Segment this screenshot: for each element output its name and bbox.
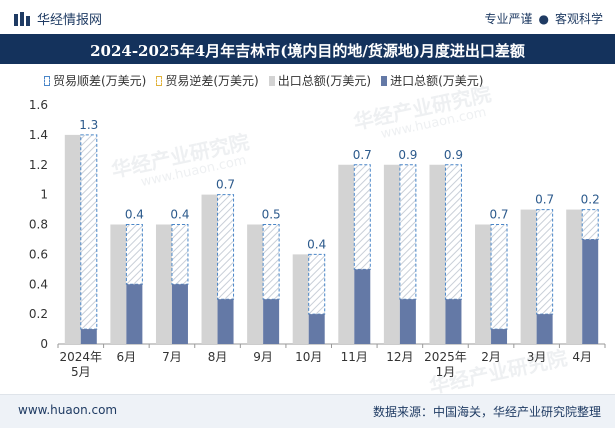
legend-swatch-import bbox=[381, 75, 388, 86]
surplus-data-label: 0.2 bbox=[581, 193, 600, 207]
surplus-data-label: 0.4 bbox=[307, 237, 326, 251]
import-bar bbox=[126, 284, 143, 344]
tag-right: 客观科学 bbox=[554, 12, 603, 26]
x-tick-label: 6月 bbox=[117, 350, 137, 364]
y-tick-label: 0.2 bbox=[29, 307, 48, 321]
export-bar bbox=[64, 134, 81, 344]
import-bar bbox=[171, 284, 188, 344]
legend-label-export: 出口总额(万美元) bbox=[277, 74, 372, 88]
x-tick-label: 2月 bbox=[481, 350, 501, 364]
tag-left: 专业严谨 bbox=[484, 12, 533, 26]
y-tick-label: 1.6 bbox=[29, 98, 48, 112]
export-bar bbox=[429, 164, 446, 344]
tag-separator: ● bbox=[538, 12, 549, 26]
export-bar bbox=[338, 164, 355, 344]
import-bar bbox=[217, 299, 234, 344]
export-bar bbox=[566, 209, 583, 344]
footer-website: www.huaon.com bbox=[18, 403, 118, 417]
surplus-bar bbox=[444, 164, 462, 300]
x-tick-label: 1月 bbox=[436, 365, 456, 379]
legend-item-export: 出口总额(万美元) bbox=[268, 72, 372, 89]
export-bar bbox=[520, 209, 537, 344]
surplus-bar bbox=[490, 224, 508, 330]
surplus-bar bbox=[536, 209, 554, 315]
chart-title: 2024-2025年4月年吉林市(境内目的地/货源地)月度进出口差额 bbox=[90, 42, 525, 60]
x-tick-label: 8月 bbox=[208, 350, 228, 364]
surplus-bar bbox=[125, 224, 143, 285]
x-tick-label: 11月 bbox=[341, 350, 368, 364]
header-tags: 专业严谨 ● 客观科学 bbox=[484, 10, 603, 27]
legend-swatch-export bbox=[268, 75, 275, 86]
legend-item-import: 进口总额(万美元) bbox=[381, 72, 484, 89]
brand: 华经情报网 bbox=[14, 9, 102, 28]
x-tick-label: 3月 bbox=[527, 350, 547, 364]
surplus-bar bbox=[308, 253, 326, 315]
surplus-bar bbox=[399, 164, 417, 300]
legend-swatch-surplus bbox=[44, 75, 50, 86]
brand-name: 华经情报网 bbox=[37, 13, 103, 28]
x-tick-label: 2025年 bbox=[424, 350, 467, 364]
surplus-data-label: 0.7 bbox=[353, 148, 372, 162]
legend-item-surplus: 贸易顺差(万美元) bbox=[44, 72, 146, 89]
surplus-data-label: 0.7 bbox=[535, 193, 554, 207]
export-bar bbox=[155, 224, 172, 344]
import-bar bbox=[536, 314, 553, 344]
surplus-data-label: 0.5 bbox=[262, 208, 281, 222]
footer-source: 数据来源：中国海关，华经产业研究院整理 bbox=[372, 405, 601, 419]
legend-item-deficit: 贸易逆差(万美元) bbox=[156, 72, 259, 89]
import-bar bbox=[445, 299, 462, 344]
x-tick-label: 4月 bbox=[572, 350, 592, 364]
x-tick-label: 9月 bbox=[253, 350, 273, 364]
surplus-bar bbox=[80, 134, 98, 330]
legend-label-import: 进口总额(万美元) bbox=[390, 74, 484, 88]
surplus-data-label: 1.3 bbox=[79, 118, 98, 132]
y-tick-label: 0.6 bbox=[29, 247, 48, 261]
export-bar bbox=[292, 254, 309, 344]
brand-logo-icon bbox=[14, 11, 30, 26]
legend-label-surplus: 贸易顺差(万美元) bbox=[53, 74, 147, 88]
export-bar bbox=[475, 224, 492, 344]
y-tick-label: 0.8 bbox=[29, 218, 48, 232]
y-tick-label: 1.4 bbox=[29, 128, 48, 142]
surplus-data-label: 0.9 bbox=[398, 148, 417, 162]
surplus-data-label: 0.4 bbox=[170, 208, 189, 222]
export-bar bbox=[201, 194, 218, 344]
y-tick-label: 1 bbox=[40, 188, 48, 202]
surplus-bar bbox=[581, 209, 599, 240]
x-tick-label: 12月 bbox=[386, 350, 413, 364]
title-bar: 2024-2025年4月年吉林市(境内目的地/货源地)月度进出口差额 bbox=[0, 34, 615, 64]
import-bar bbox=[399, 299, 416, 344]
x-tick-label: 2024年 bbox=[60, 350, 103, 364]
surplus-data-label: 0.9 bbox=[444, 148, 463, 162]
legend-label-deficit: 贸易逆差(万美元) bbox=[165, 74, 259, 88]
x-tick-label: 5月 bbox=[71, 365, 91, 379]
export-bar bbox=[110, 224, 127, 344]
export-bar bbox=[247, 224, 264, 344]
surplus-data-label: 0.7 bbox=[489, 208, 508, 222]
surplus-data-label: 0.4 bbox=[125, 208, 144, 222]
y-tick-label: 0.4 bbox=[29, 277, 48, 291]
x-tick-label: 10月 bbox=[295, 350, 322, 364]
export-bar bbox=[383, 164, 400, 344]
legend-swatch-deficit bbox=[156, 75, 163, 86]
surplus-bar bbox=[262, 224, 280, 300]
import-bar bbox=[491, 329, 508, 344]
import-bar bbox=[80, 329, 97, 344]
y-tick-label: 0 bbox=[40, 337, 48, 351]
surplus-bar bbox=[217, 194, 235, 300]
surplus-data-label: 0.7 bbox=[216, 178, 235, 192]
surplus-bar bbox=[353, 164, 371, 270]
surplus-bar bbox=[171, 224, 189, 285]
chart-legend: 贸易顺差(万美元) 贸易逆差(万美元) 出口总额(万美元) 进口总额(万美元) bbox=[44, 72, 484, 89]
footer: www.huaon.com 数据来源：中国海关，华经产业研究院整理 bbox=[0, 394, 615, 428]
x-tick-label: 7月 bbox=[162, 350, 182, 364]
import-bar bbox=[263, 299, 280, 344]
import-bar bbox=[582, 239, 599, 344]
import-bar bbox=[354, 269, 371, 344]
y-tick-label: 1.2 bbox=[29, 158, 48, 172]
import-bar bbox=[308, 314, 325, 344]
